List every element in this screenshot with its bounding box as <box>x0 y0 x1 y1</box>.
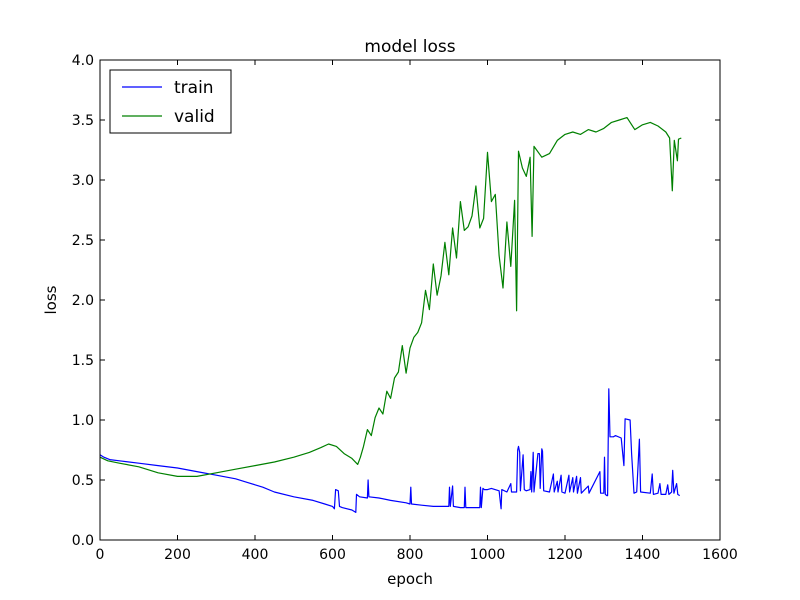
legend-box <box>109 69 232 134</box>
x-tick-label: 1000 <box>470 547 506 563</box>
y-tick-label: 1.0 <box>72 413 94 429</box>
x-tick-label: 1400 <box>625 547 661 563</box>
x-tick-label: 1600 <box>702 547 738 563</box>
series-layer <box>99 117 682 513</box>
chart-title: model loss <box>364 37 455 57</box>
x-tick-label: 1200 <box>547 547 583 563</box>
legend: train valid <box>109 69 232 134</box>
y-tick-label: 2.0 <box>72 293 94 309</box>
plot-area: 0 200 400 600 800 1000 1200 1400 1600 0.0 0.5 1.0 1.… <box>72 53 738 563</box>
legend-label-valid: valid <box>174 107 215 127</box>
y-axis-label: loss <box>42 285 60 314</box>
series-line-valid <box>99 117 682 477</box>
x-tick-label: 200 <box>164 547 191 563</box>
y-tick-label: 3.5 <box>72 113 94 129</box>
legend-label-train: train <box>174 78 214 98</box>
x-tick-label: 600 <box>319 547 346 563</box>
ticks-layer: 0 200 400 600 800 1000 1200 1400 1600 0.0 0.5 1.0 1.… <box>72 53 738 563</box>
series-line-train <box>99 388 681 513</box>
x-axis-label: epoch <box>387 570 433 588</box>
y-tick-label: 3.0 <box>72 173 94 189</box>
y-tick-label: 4.0 <box>72 53 94 69</box>
y-tick-label: 2.5 <box>72 233 94 249</box>
x-tick-label: 0 <box>96 547 105 563</box>
y-tick-label: 1.5 <box>72 353 94 369</box>
x-tick-label: 400 <box>242 547 269 563</box>
y-tick-label: 0.5 <box>72 473 94 489</box>
y-tick-label: 0.0 <box>72 533 94 549</box>
x-tick-label: 800 <box>397 547 424 563</box>
